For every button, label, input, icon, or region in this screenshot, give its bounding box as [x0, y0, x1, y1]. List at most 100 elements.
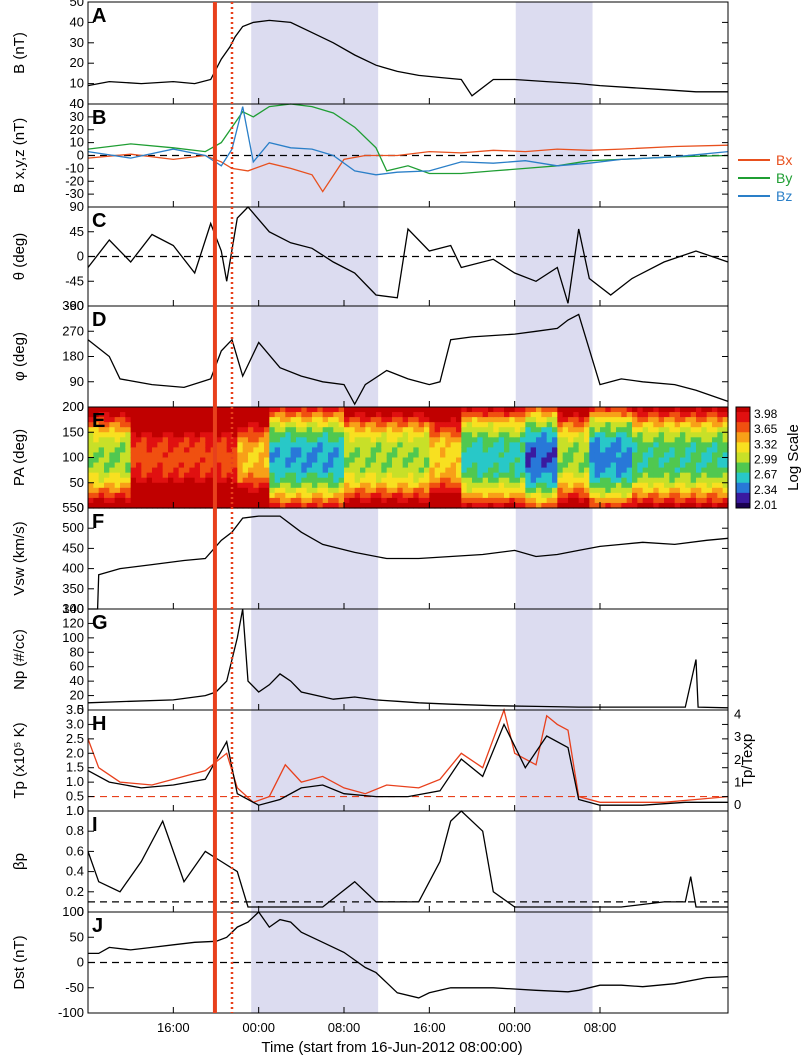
spectrogram-cell [450, 452, 457, 459]
spectrogram-cell [440, 427, 446, 433]
y-tick-label: 100 [62, 630, 84, 645]
spectrogram-cell [370, 457, 377, 464]
spectrogram-cell [189, 462, 196, 469]
spectrogram-cell [253, 502, 260, 509]
colorbar-segment [736, 442, 750, 446]
spectrogram-cell [173, 447, 180, 454]
spectrogram-cell [376, 462, 382, 469]
spectrogram-cell [477, 457, 484, 464]
spectrogram-cell [536, 482, 542, 489]
spectrogram-cell [360, 437, 366, 443]
spectrogram-cell [232, 482, 238, 489]
spectrogram-cell [616, 467, 622, 474]
spectrogram-cell [173, 407, 180, 413]
spectrogram-cell [536, 427, 542, 433]
spectrogram-cell [344, 412, 350, 418]
spectrogram-cell [98, 432, 105, 438]
spectrogram-cell [429, 477, 436, 484]
spectrogram-cell [445, 502, 452, 509]
colorbar-segment [736, 460, 750, 464]
spectrogram-cell [338, 482, 345, 489]
spectrogram-cell [328, 462, 334, 469]
spectrogram-cell [290, 492, 297, 499]
spectrogram-cell [552, 472, 558, 479]
spectrogram-cell [200, 482, 206, 489]
spectrogram-cell [541, 482, 548, 489]
spectrogram-cell [690, 502, 697, 509]
colorbar-segment [736, 432, 750, 436]
spectrogram-cell [125, 437, 132, 443]
spectrogram-cell [136, 447, 142, 454]
spectrogram-cell [381, 437, 388, 443]
spectrogram-cell [232, 427, 238, 433]
y-tick-label: 80 [70, 644, 84, 659]
spectrogram-cell [226, 472, 233, 479]
spectrogram-cell [269, 407, 276, 413]
spectrogram-cell [413, 432, 420, 438]
y-tick-label: 30 [70, 109, 84, 124]
y-tick-label: 0 [77, 904, 84, 919]
spectrogram-cell [360, 462, 366, 469]
spectrogram-cell [402, 462, 409, 469]
spectrogram-cell [194, 447, 201, 454]
spectrogram-cell [584, 417, 590, 423]
spectrogram-cell [162, 497, 169, 504]
spectrogram-cell [504, 437, 510, 443]
spectrogram-cell [594, 412, 601, 418]
spectrogram-cell [141, 492, 148, 499]
spectrogram-cell [536, 417, 542, 423]
spectrogram-cell [296, 432, 302, 438]
y-tick-label: 500 [62, 520, 84, 535]
spectrogram-cell [637, 437, 644, 443]
spectrogram-cell [200, 447, 206, 454]
spectrogram-cell [141, 417, 148, 423]
spectrogram-cell [578, 487, 585, 494]
spectrogram-cell [242, 427, 249, 433]
spectrogram-cell [93, 462, 100, 469]
spectrogram-cell [162, 502, 169, 509]
spectrogram-cell [173, 442, 180, 448]
spectrogram-cell [381, 487, 388, 494]
spectrogram-cell [685, 482, 692, 489]
spectrogram-cell [541, 442, 548, 448]
spectrogram-cell [269, 452, 276, 459]
spectrogram-cell [456, 442, 462, 448]
spectrogram-cell [504, 497, 510, 504]
spectrogram-cell [242, 467, 249, 474]
spectrogram-cell [472, 482, 478, 489]
spectrogram-cell [418, 487, 425, 494]
colorbar-segment [736, 462, 750, 466]
panel-letter: I [92, 814, 98, 836]
spectrogram-cell [573, 407, 580, 413]
spectrogram-cell [312, 422, 318, 428]
spectrogram-cell [621, 427, 628, 433]
spectrogram-cell [253, 452, 260, 459]
spectrogram-cell [648, 482, 654, 489]
spectrogram-cell [317, 407, 324, 413]
spectrogram-cell [376, 457, 382, 464]
spectrogram-cell [456, 452, 462, 459]
spectrogram-cell [242, 442, 249, 448]
spectrogram-cell [285, 472, 292, 479]
spectrogram-cell [488, 477, 494, 484]
spectrogram-cell [130, 432, 137, 438]
spectrogram-cell [194, 432, 201, 438]
spectrogram-cell [269, 467, 276, 474]
spectrogram-cell [322, 457, 329, 464]
spectrogram-cell [440, 432, 446, 438]
spectrogram-cell [157, 487, 164, 494]
series-line-G-0 [87, 608, 729, 709]
spectrogram-cell [136, 472, 142, 479]
spectrogram-cell [232, 492, 238, 499]
spectrogram-cell [589, 462, 596, 469]
spectrogram-cell [344, 457, 350, 464]
spectrogram-cell [141, 457, 148, 464]
spectrogram-cell [429, 457, 436, 464]
spectrogram-cell [248, 412, 254, 418]
spectrogram-cell [530, 467, 537, 474]
spectrogram-cell [125, 407, 132, 413]
spectrogram-cell [98, 502, 105, 509]
spectrogram-cell [424, 432, 430, 438]
spectrogram-cell [573, 462, 580, 469]
spectrogram-cell [498, 452, 505, 459]
